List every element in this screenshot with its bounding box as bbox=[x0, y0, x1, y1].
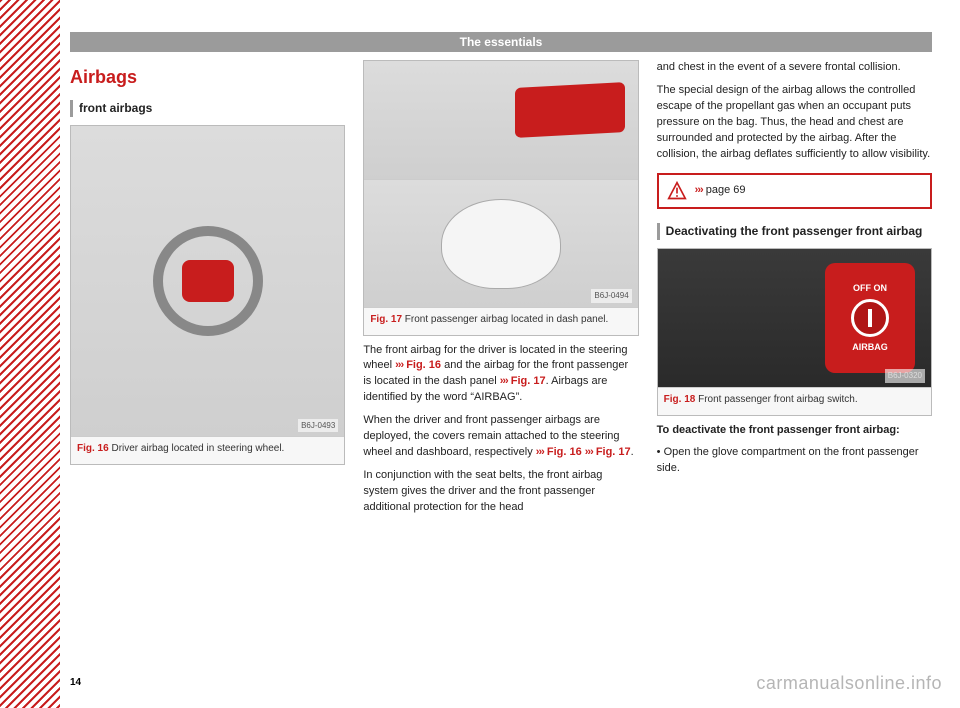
airbag-switch-icon: OFF ON AIRBAG bbox=[825, 263, 915, 373]
bold-text: To deactivate the front passenger front … bbox=[657, 424, 900, 436]
figure-16-image: B6J-0493 bbox=[71, 126, 344, 436]
airbag-hub-icon bbox=[182, 260, 234, 302]
chevron-icon: ››› bbox=[500, 375, 508, 387]
figure-17-tag: B6J-0494 bbox=[591, 289, 631, 303]
fig-ref-16: Fig. 16 bbox=[406, 359, 441, 371]
chevron-icon: ››› bbox=[536, 446, 544, 458]
figure-17-image-top bbox=[364, 61, 637, 179]
section-title: Airbags bbox=[70, 64, 345, 90]
figure-17-label: Fig. 17 bbox=[370, 314, 402, 325]
chevron-icon: ››› bbox=[395, 359, 403, 371]
figure-16-caption: Fig. 16 Driver airbag located in steerin… bbox=[71, 436, 344, 464]
page-number: 14 bbox=[70, 677, 81, 688]
warning-page-ref: page 69 bbox=[706, 184, 746, 196]
figure-16-caption-text: Driver airbag located in steering wheel. bbox=[109, 443, 285, 454]
figure-16: B6J-0493 Fig. 16 Driver airbag located i… bbox=[70, 125, 345, 465]
chevron-icon: ››› bbox=[695, 184, 703, 196]
figure-18-image: OFF ON AIRBAG B6J-0320 bbox=[658, 249, 931, 387]
switch-knob-icon bbox=[851, 299, 889, 337]
paragraph-special-design: The special design of the airbag allows … bbox=[657, 83, 932, 163]
inflated-airbag-icon bbox=[441, 199, 561, 289]
text: . bbox=[631, 446, 634, 458]
subheading-front-airbags: front airbags bbox=[70, 100, 345, 117]
figure-16-tag: B6J-0493 bbox=[298, 419, 338, 433]
figure-16-label: Fig. 16 bbox=[77, 443, 109, 454]
fig-ref-17: Fig. 17 bbox=[511, 375, 546, 387]
chevron-icon: ››› bbox=[585, 446, 593, 458]
column-2: B6J-0494 Fig. 17 Front passenger airbag … bbox=[363, 60, 638, 523]
figure-18-tag: B6J-0320 bbox=[885, 369, 925, 383]
warning-triangle-icon bbox=[667, 181, 687, 201]
figure-18-caption: Fig. 18 Front passenger front airbag swi… bbox=[658, 387, 931, 415]
switch-slot-icon bbox=[868, 309, 872, 327]
figure-18-label: Fig. 18 bbox=[664, 394, 696, 405]
figure-18: OFF ON AIRBAG B6J-0320 Fig. 18 Front pas… bbox=[657, 248, 932, 416]
column-container: Airbags front airbags B6J-0493 Fig. 16 D… bbox=[70, 60, 932, 523]
figure-18-caption-text: Front passenger front airbag switch. bbox=[695, 394, 857, 405]
figure-17-caption: Fig. 17 Front passenger airbag located i… bbox=[364, 307, 637, 335]
figure-17-image-bottom: B6J-0494 bbox=[364, 179, 637, 307]
warning-text: ››› page 69 bbox=[695, 183, 746, 199]
paragraph-deactivate-heading: To deactivate the front passenger front … bbox=[657, 423, 932, 439]
fig-ref-17: Fig. 17 bbox=[596, 446, 631, 458]
running-header: The essentials bbox=[70, 32, 932, 52]
bullet-text: Open the glove compartment on the front … bbox=[657, 446, 919, 474]
switch-labels-top: OFF ON bbox=[853, 282, 887, 295]
paragraph-protection-chest: and chest in the event of a severe front… bbox=[657, 60, 932, 76]
column-1: Airbags front airbags B6J-0493 Fig. 16 D… bbox=[70, 60, 345, 523]
column-3: and chest in the event of a severe front… bbox=[657, 60, 932, 523]
fig-ref-16: Fig. 16 bbox=[547, 446, 582, 458]
dash-airbag-icon bbox=[515, 82, 625, 138]
steering-wheel-icon bbox=[153, 226, 263, 336]
warning-box: ››› page 69 bbox=[657, 173, 932, 209]
watermark: carmanualsonline.info bbox=[756, 673, 942, 694]
paragraph-covers-attached: When the driver and front passenger airb… bbox=[363, 413, 638, 461]
subheading-deactivating: Deactivating the front passenger front a… bbox=[657, 223, 932, 240]
page-edge-hatching bbox=[0, 0, 60, 708]
paragraph-protection-head: In conjunction with the seat belts, the … bbox=[363, 468, 638, 516]
bullet-open-glove: • Open the glove compartment on the fron… bbox=[657, 445, 932, 477]
page-content: The essentials Airbags front airbags B6J… bbox=[70, 32, 932, 688]
figure-17: B6J-0494 Fig. 17 Front passenger airbag … bbox=[363, 60, 638, 336]
switch-labels-bottom: AIRBAG bbox=[852, 341, 888, 354]
paragraph-driver-airbag-location: The front airbag for the driver is locat… bbox=[363, 343, 638, 407]
figure-17-caption-text: Front passenger airbag located in dash p… bbox=[402, 314, 608, 325]
